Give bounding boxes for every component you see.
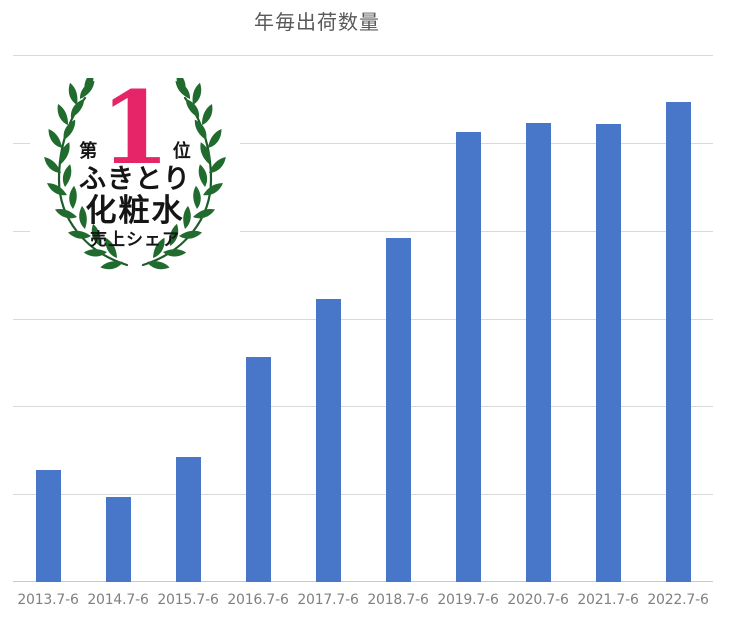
bar-2013.7-6 bbox=[35, 469, 61, 582]
x-axis-label: 2022.7-6 bbox=[647, 592, 709, 608]
badge-line1: ふきとり bbox=[79, 164, 191, 195]
rank-row: 第 1 位 bbox=[30, 78, 240, 178]
bar-2019.7-6 bbox=[455, 132, 481, 582]
bar-slot bbox=[13, 55, 83, 582]
bar-2014.7-6 bbox=[105, 496, 131, 582]
bars bbox=[13, 55, 713, 582]
x-axis-label: 2021.7-6 bbox=[577, 592, 639, 608]
x-axis-labels: 2013.7-6 2014.7-6 2015.7-6 2016.7-6 2017.7-6… bbox=[13, 592, 713, 608]
plot-area bbox=[13, 55, 713, 582]
bar-slot bbox=[643, 55, 713, 582]
x-axis-label: 2017.7-6 bbox=[297, 592, 359, 608]
x-axis-label: 2016.7-6 bbox=[227, 592, 289, 608]
bar-slot bbox=[503, 55, 573, 582]
bar-2015.7-6 bbox=[175, 457, 201, 582]
bar-2017.7-6 bbox=[315, 299, 341, 582]
x-axis-label: 2019.7-6 bbox=[437, 592, 499, 608]
bar-slot bbox=[83, 55, 153, 582]
bar-slot bbox=[153, 55, 223, 582]
bar-2018.7-6 bbox=[385, 237, 411, 582]
x-axis-line bbox=[13, 581, 713, 582]
x-axis-label: 2018.7-6 bbox=[367, 592, 429, 608]
x-axis-label: 2015.7-6 bbox=[157, 592, 219, 608]
gridline bbox=[13, 494, 713, 496]
bar-2016.7-6 bbox=[245, 357, 271, 582]
gridline bbox=[13, 406, 713, 408]
bar-slot bbox=[223, 55, 293, 582]
bar-slot bbox=[573, 55, 643, 582]
bar-2022.7-6 bbox=[665, 102, 691, 582]
gridline bbox=[13, 318, 713, 320]
rank-suffix: 位 bbox=[172, 141, 191, 162]
bar-slot bbox=[293, 55, 363, 582]
x-axis-label: 2014.7-6 bbox=[87, 592, 149, 608]
bar-2021.7-6 bbox=[595, 123, 621, 582]
rank-number: 1 bbox=[100, 69, 170, 187]
no1-award-badge: 第 1 位 ふきとり 化粧水 売上シェア bbox=[30, 78, 240, 270]
gridline bbox=[13, 55, 713, 56]
x-axis-label: 2020.7-6 bbox=[507, 592, 569, 608]
bar-slot bbox=[433, 55, 503, 582]
x-axis-label: 2013.7-6 bbox=[17, 592, 79, 608]
badge-line3: 売上シェア bbox=[90, 230, 180, 250]
bar-2020.7-6 bbox=[525, 122, 551, 582]
bar-slot bbox=[363, 55, 433, 582]
gridline bbox=[13, 230, 713, 232]
gridline bbox=[13, 142, 713, 144]
rank-prefix: 第 bbox=[79, 141, 98, 162]
chart-title: 年毎出荷数量 bbox=[254, 10, 380, 34]
badge-line2: 化粧水 bbox=[85, 193, 185, 229]
